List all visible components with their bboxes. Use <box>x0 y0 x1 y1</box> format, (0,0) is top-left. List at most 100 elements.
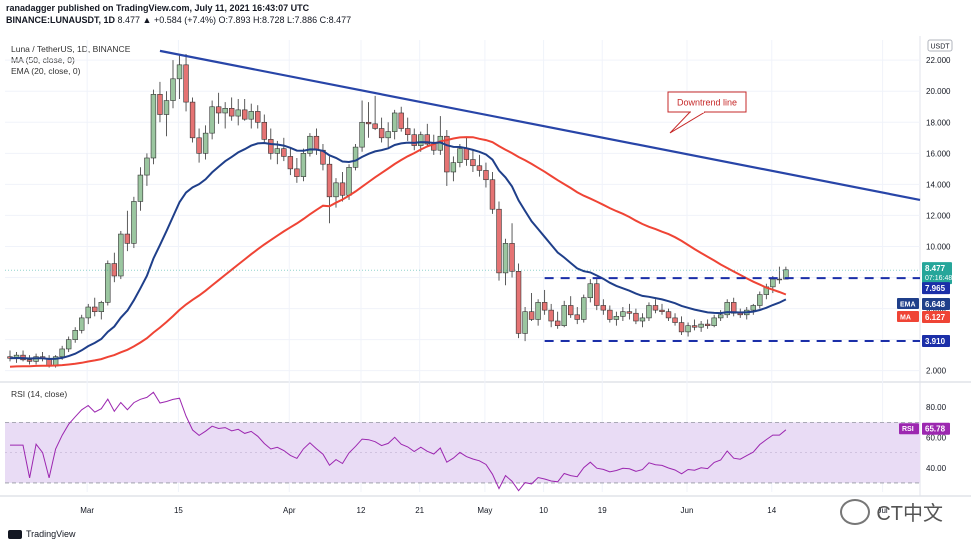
currency-badge[interactable] <box>927 39 953 52</box>
candle-down <box>515 271 522 334</box>
candle-up <box>457 148 463 163</box>
symbol-text: BINANCE:LUNAUSDT, 1D <box>6 15 116 25</box>
legend-title[interactable]: Luna / TetherUS, 1D, BINANCE <box>11 44 131 54</box>
candle-down <box>659 309 665 312</box>
price-tick-label: 16.000 <box>926 149 951 158</box>
candle-down <box>228 108 235 117</box>
candle-down <box>574 314 580 320</box>
candle-up <box>333 182 339 198</box>
candle-down <box>600 305 607 311</box>
candle-down <box>731 302 737 314</box>
candle-down <box>489 179 496 210</box>
price-tick-label: 22.000 <box>926 56 951 65</box>
candle-down <box>124 233 131 244</box>
price-tick-label: 14.000 <box>926 180 951 189</box>
rsi-band <box>5 421 920 484</box>
ma-50-line <box>9 136 787 368</box>
currency-badge-text: USDT <box>930 44 950 51</box>
candle-up <box>209 106 215 134</box>
candle-down <box>92 306 98 312</box>
legend-rsi[interactable]: RSI (14, close) <box>11 389 68 399</box>
ema-tag: EMA <box>900 302 916 309</box>
candle-down <box>215 106 222 114</box>
candle-up <box>248 111 254 120</box>
candle-up <box>59 348 65 358</box>
candle-up <box>450 162 457 173</box>
candle-down <box>633 312 639 322</box>
price-tick-label: 12.000 <box>926 211 951 220</box>
rsi-tag-bg <box>899 423 919 435</box>
candle-up <box>385 131 391 139</box>
candle-up <box>65 339 72 350</box>
candle-up <box>783 269 789 280</box>
candle-up <box>150 94 157 159</box>
candle-up <box>522 311 528 334</box>
candle-up <box>131 201 137 244</box>
candle-up <box>646 305 652 319</box>
candle-down <box>242 109 248 120</box>
ma-value-label-bg <box>922 311 950 323</box>
candle-down <box>411 134 417 146</box>
candle-down <box>554 320 561 326</box>
time-tick-label: 14 <box>767 506 776 515</box>
rsi-band-fill <box>5 422 920 483</box>
candle-down <box>255 111 261 123</box>
indicator-lines <box>9 49 921 492</box>
time-tick-label: 21 <box>415 506 424 515</box>
candle-down <box>183 64 189 103</box>
candle-up <box>613 316 620 320</box>
candle-up <box>79 317 85 331</box>
time-tick-label: 15 <box>174 506 183 515</box>
tradingview-text: TradingView <box>26 529 76 539</box>
tradingview-logo[interactable]: TradingView <box>8 529 76 539</box>
candle-down <box>678 322 685 333</box>
rsi-value-label-bg <box>922 422 950 435</box>
candle-down <box>365 121 372 125</box>
publisher-text: ranadagger published on TradingView.com,… <box>6 3 310 13</box>
candle-down <box>470 159 476 167</box>
candle-down <box>704 323 711 326</box>
candle-up <box>581 297 587 320</box>
candle-down <box>157 94 163 115</box>
support-upper-label-bg <box>922 282 950 295</box>
candle-up <box>235 109 241 117</box>
time-axis: Mar 15 Apr 12 21 May 10 19 Jun 14 Jul <box>80 506 888 515</box>
candle-down <box>313 135 320 151</box>
candle-down <box>691 325 698 328</box>
last-price-value: 8.477 <box>925 264 946 273</box>
candle-up <box>698 323 704 328</box>
candle-down <box>548 309 554 322</box>
candle-down <box>626 311 633 314</box>
candle-down <box>26 359 33 362</box>
price-tick-label: 2.000 <box>926 367 947 376</box>
candle-down <box>665 311 672 319</box>
candle-down <box>111 263 118 277</box>
time-tick-label: Mar <box>80 506 94 515</box>
support-lines <box>5 269 920 343</box>
candle-down <box>594 283 600 306</box>
candle-up <box>535 302 541 320</box>
watermark: CT中文 <box>840 497 943 526</box>
candle-up <box>711 317 717 326</box>
rsi-tick-label: 80.00 <box>926 403 947 412</box>
time-tick-label: May <box>477 506 492 515</box>
price-axis: 2.0004.0006.0008.00010.00012.00014.00016… <box>897 39 953 473</box>
candle-down <box>607 309 613 320</box>
last-price-badge <box>922 262 952 285</box>
candle-down <box>287 156 294 170</box>
legend-ema[interactable]: EMA (20, close, 0) <box>11 66 81 76</box>
candle-up <box>685 325 691 333</box>
candle-up <box>144 157 150 176</box>
candle-up <box>587 283 593 299</box>
candle-down <box>509 243 515 272</box>
candle-up <box>105 263 111 303</box>
candle-up <box>118 233 124 277</box>
candle-down <box>541 302 548 311</box>
candle-up <box>170 78 176 101</box>
candle-up <box>639 317 646 322</box>
ema-value-label: 6.648 <box>925 300 946 309</box>
candle-down <box>326 163 333 198</box>
candle-up <box>561 305 567 326</box>
candle-down <box>339 182 346 196</box>
